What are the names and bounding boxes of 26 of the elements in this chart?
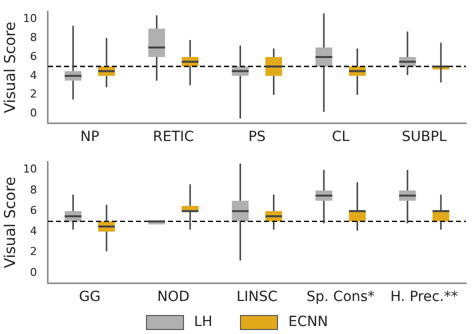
y-tick-label: 6 <box>30 50 37 63</box>
y-tick-label: 0 <box>30 106 37 120</box>
x-tick-label: LINSC <box>236 289 278 306</box>
x-tick-label: PS <box>248 129 266 146</box>
x-tick-label: SUBPL <box>402 129 447 146</box>
y-tick-label: 0 <box>30 266 37 279</box>
y-tick-label: 8 <box>30 183 37 196</box>
y-tick-label: 8 <box>30 30 37 44</box>
y-tick-label: 2 <box>30 88 37 101</box>
x-tick-label: RETIC <box>152 129 194 146</box>
y-tick-label: 6 <box>30 204 37 217</box>
x-tick-label: NOD <box>157 289 190 306</box>
y-tick-label: 4 <box>30 224 37 238</box>
y-tick-label: 10 <box>22 12 37 26</box>
y-tick-label: 10 <box>22 162 37 176</box>
legend-label: LH <box>194 314 212 330</box>
x-tick-label: NP <box>80 129 100 146</box>
y-axis-title: Visual Score <box>0 22 19 114</box>
legend-label: ECNN <box>288 314 328 330</box>
x-tick-label: Sp. Cons* <box>306 289 375 306</box>
x-tick-label: CL <box>332 129 350 146</box>
x-tick-label: H. Prec.** <box>390 289 458 306</box>
y-axis-title: Visual Score <box>0 176 19 268</box>
y-tick-label: 2 <box>30 245 37 258</box>
y-tick-label: 4 <box>30 68 37 82</box>
x-tick-label: GG <box>78 289 101 306</box>
